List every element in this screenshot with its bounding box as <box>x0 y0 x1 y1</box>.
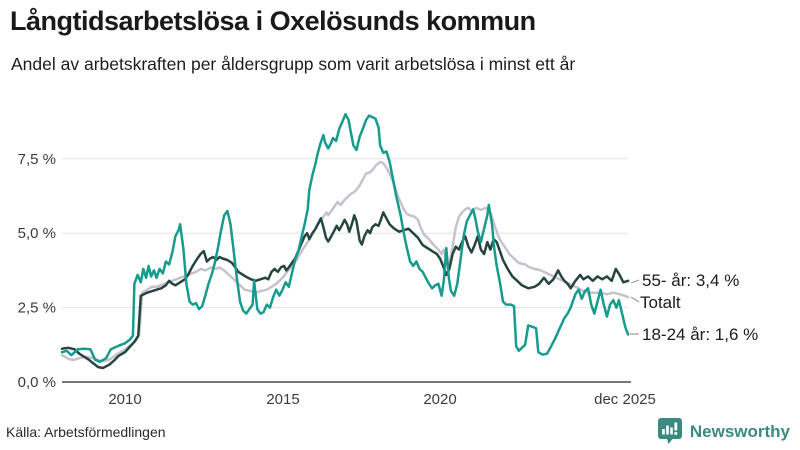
page-subtitle: Andel av arbetskraften per åldersgrupp s… <box>11 54 576 74</box>
series-line-55-plus <box>60 211 630 370</box>
x-tick-dec-2025: dec 2025 <box>594 391 656 408</box>
y-tick-0: 0,0 % <box>18 374 56 391</box>
newsworthy-brand-name: Newsworthy <box>689 422 790 441</box>
series-label-55-plus: 55- år: 3,4 % <box>642 271 739 290</box>
leader-line-totalt <box>630 296 640 303</box>
y-tick-7-5: 7,5 % <box>18 151 56 168</box>
x-tick-2010: 2010 <box>108 391 141 408</box>
page-title: Långtidsarbetslösa i Oxelösunds kommun <box>10 6 536 36</box>
y-tick-2-5: 2,5 % <box>18 300 56 317</box>
x-tick-2015: 2015 <box>266 391 299 408</box>
series-label-18-24: 18-24 år: 1,6 % <box>642 325 758 344</box>
series-label-totalt: Totalt <box>640 293 681 312</box>
newsworthy-brand: Newsworthy <box>657 418 790 446</box>
newsworthy-logo-icon <box>657 418 682 444</box>
y-tick-5-0: 5,0 % <box>18 225 56 242</box>
series-line-totalt <box>60 160 630 363</box>
series-line-18-24 <box>60 112 630 364</box>
source-note: Källa: Arbetsförmedlingen <box>6 424 166 440</box>
leader-line-55-plus <box>630 279 640 284</box>
x-tick-2020: 2020 <box>423 391 456 408</box>
